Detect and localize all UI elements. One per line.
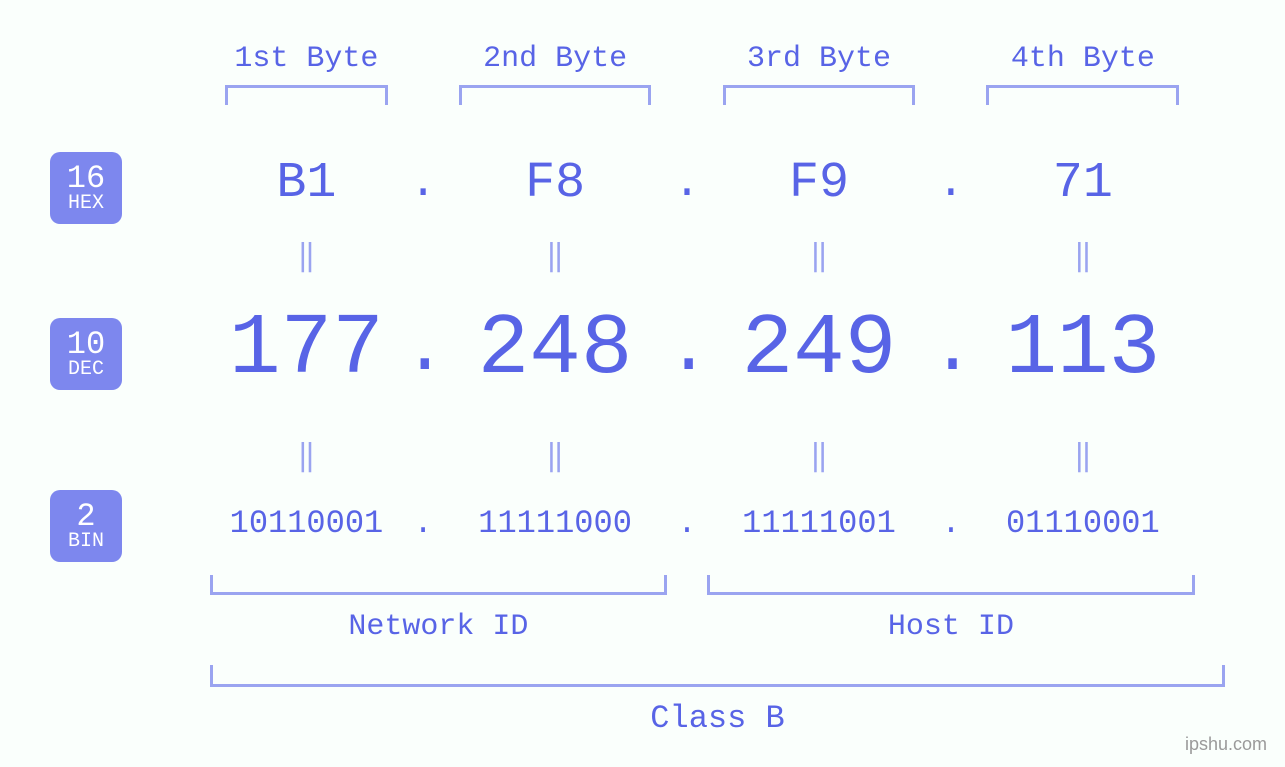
hex-row: B1 . F8 . F9 . 71 bbox=[210, 155, 1225, 212]
equals-glyph: ‖ bbox=[971, 238, 1194, 275]
equals-glyph: ‖ bbox=[971, 438, 1194, 475]
bin-octet-1: 10110001 bbox=[210, 505, 403, 542]
eq-gap bbox=[403, 438, 444, 475]
top-bracket-4 bbox=[986, 85, 1179, 105]
base-label-dec: DEC bbox=[50, 359, 122, 380]
bracket-gap bbox=[667, 85, 708, 105]
bin-octet-3: 11111001 bbox=[707, 505, 930, 542]
byte-header-3: 3rd Byte bbox=[707, 42, 930, 76]
byte-header-gap bbox=[931, 42, 972, 76]
bin-sep: . bbox=[403, 505, 444, 542]
equals-glyph: ‖ bbox=[210, 238, 403, 275]
byte-header-row: 1st Byte 2nd Byte 3rd Byte 4th Byte bbox=[210, 42, 1225, 76]
byte-header-gap bbox=[403, 42, 444, 76]
eq-gap bbox=[931, 438, 972, 475]
base-label-hex: HEX bbox=[50, 193, 122, 214]
nethost-brackets-row bbox=[210, 575, 1225, 595]
dec-sep: . bbox=[931, 308, 972, 391]
byte-header-2: 2nd Byte bbox=[443, 42, 666, 76]
base-num-dec: 10 bbox=[50, 328, 122, 362]
label-gap bbox=[667, 610, 708, 644]
eq-gap bbox=[403, 238, 444, 275]
byte-header-4: 4th Byte bbox=[971, 42, 1194, 76]
bracket-gap bbox=[931, 85, 972, 105]
dec-sep: . bbox=[403, 308, 444, 391]
host-bracket bbox=[707, 575, 1194, 595]
equals-glyph: ‖ bbox=[210, 438, 403, 475]
top-bracket-2 bbox=[459, 85, 652, 105]
equals-glyph: ‖ bbox=[707, 438, 930, 475]
base-num-hex: 16 bbox=[50, 162, 122, 196]
network-bracket bbox=[210, 575, 667, 595]
bin-sep: . bbox=[931, 505, 972, 542]
class-bracket-wrap bbox=[210, 665, 1225, 687]
equals-row-dec-bin: ‖ ‖ ‖ ‖ bbox=[210, 438, 1225, 475]
dec-octet-1: 177 bbox=[210, 300, 403, 398]
dec-octet-4: 113 bbox=[971, 300, 1194, 398]
hex-sep: . bbox=[403, 158, 444, 209]
base-num-bin: 2 bbox=[50, 500, 122, 534]
hex-sep: . bbox=[931, 158, 972, 209]
nethost-labels-row: Network ID Host ID bbox=[210, 610, 1225, 644]
eq-gap bbox=[931, 238, 972, 275]
class-label: Class B bbox=[210, 700, 1225, 737]
base-label-bin: BIN bbox=[50, 531, 122, 552]
bin-row: 10110001 . 11111000 . 11111001 . 0111000… bbox=[210, 505, 1225, 542]
bracket-gap bbox=[403, 85, 444, 105]
bin-sep: . bbox=[667, 505, 708, 542]
bracket-gap bbox=[667, 575, 708, 595]
byte-header-gap bbox=[667, 42, 708, 76]
hex-octet-2: F8 bbox=[443, 155, 666, 212]
base-badge-dec: 10 DEC bbox=[50, 318, 122, 390]
top-bracket-3 bbox=[723, 85, 916, 105]
equals-glyph: ‖ bbox=[707, 238, 930, 275]
watermark: ipshu.com bbox=[1185, 734, 1267, 755]
network-id-label: Network ID bbox=[210, 610, 667, 644]
hex-octet-1: B1 bbox=[210, 155, 403, 212]
equals-glyph: ‖ bbox=[443, 438, 666, 475]
dec-octet-2: 248 bbox=[443, 300, 666, 398]
host-id-label: Host ID bbox=[707, 610, 1194, 644]
hex-sep: . bbox=[667, 158, 708, 209]
base-badge-hex: 16 HEX bbox=[50, 152, 122, 224]
equals-glyph: ‖ bbox=[443, 238, 666, 275]
equals-row-hex-dec: ‖ ‖ ‖ ‖ bbox=[210, 238, 1225, 275]
class-bracket bbox=[210, 665, 1225, 687]
hex-octet-4: 71 bbox=[971, 155, 1194, 212]
top-brackets-row bbox=[210, 85, 1225, 105]
byte-header-1: 1st Byte bbox=[210, 42, 403, 76]
bin-octet-4: 01110001 bbox=[971, 505, 1194, 542]
dec-sep: . bbox=[667, 308, 708, 391]
bin-octet-2: 11111000 bbox=[443, 505, 666, 542]
dec-row: 177 . 248 . 249 . 113 bbox=[210, 300, 1225, 398]
top-bracket-1 bbox=[225, 85, 387, 105]
eq-gap bbox=[667, 238, 708, 275]
eq-gap bbox=[667, 438, 708, 475]
hex-octet-3: F9 bbox=[707, 155, 930, 212]
dec-octet-3: 249 bbox=[707, 300, 930, 398]
base-badge-bin: 2 BIN bbox=[50, 490, 122, 562]
